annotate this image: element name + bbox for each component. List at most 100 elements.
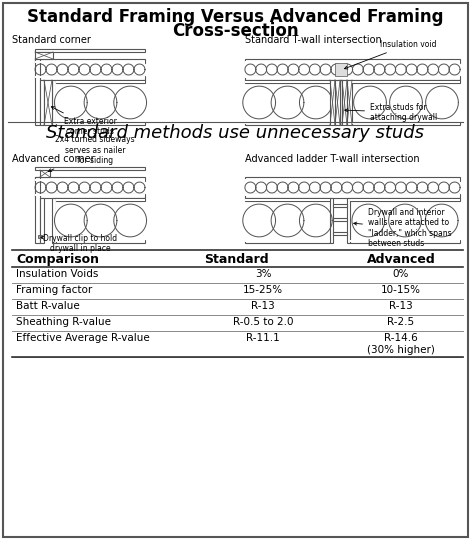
Bar [35, 177, 145, 181]
Text: R-13: R-13 [251, 301, 275, 311]
Bar [35, 179, 145, 181]
Bar [35, 49, 145, 52]
Text: Extra studs for
attaching drywall: Extra studs for attaching drywall [345, 103, 437, 122]
Bar [245, 83, 330, 122]
Bar [352, 122, 460, 124]
Bar [245, 199, 330, 201]
Bar [245, 61, 460, 63]
Bar [56, 240, 145, 242]
Bar [245, 198, 330, 201]
Bar [335, 80, 340, 125]
Bar [245, 181, 460, 194]
Bar [245, 240, 330, 243]
Text: Standard methods use unnecessary studs: Standard methods use unnecessary studs [46, 124, 424, 142]
Bar [35, 59, 145, 63]
Text: 3%: 3% [255, 269, 271, 279]
Text: Advanced corner: Advanced corner [12, 154, 95, 164]
Text: Advanced: Advanced [366, 253, 435, 266]
Bar [35, 181, 145, 194]
Bar [40, 198, 44, 243]
Text: Drywall and interior
walls are attached to
"ladder," which spans
between studs: Drywall and interior walls are attached … [354, 208, 452, 248]
Bar [245, 63, 460, 76]
Bar [56, 201, 145, 240]
Text: Framing factor: Framing factor [16, 285, 92, 295]
Text: Sheathing R-value: Sheathing R-value [16, 317, 111, 327]
Bar [350, 240, 460, 242]
Text: Standard: Standard [203, 253, 268, 266]
Text: Advanced ladder T-wall intersection: Advanced ladder T-wall intersection [245, 154, 420, 164]
Bar [245, 179, 460, 181]
Text: Drywall clip to hold
drywall in place: Drywall clip to hold drywall in place [40, 234, 117, 253]
Bar [35, 59, 40, 125]
Bar [35, 76, 145, 78]
Bar [40, 170, 50, 177]
Text: Insulation void: Insulation void [344, 40, 437, 69]
Bar [35, 194, 145, 196]
Text: 0%: 0% [393, 269, 409, 279]
Bar [56, 199, 145, 201]
Bar [350, 240, 460, 243]
Bar [333, 204, 347, 207]
Bar [56, 83, 145, 122]
Text: R-2.5: R-2.5 [388, 317, 414, 327]
Bar [56, 122, 145, 125]
Text: Extra exterior
corner studs: Extra exterior corner studs [51, 107, 116, 137]
Bar [335, 63, 347, 76]
Text: 10-15%: 10-15% [381, 285, 421, 295]
Text: Standard corner: Standard corner [12, 35, 91, 45]
Bar [56, 80, 145, 83]
Text: Cross-section: Cross-section [172, 22, 298, 40]
Text: 2x4 turned sideways
serves as nailer
for siding: 2x4 turned sideways serves as nailer for… [49, 135, 135, 172]
Bar [35, 61, 145, 63]
Text: R-0.5 to 2.0: R-0.5 to 2.0 [233, 317, 293, 327]
Bar [245, 76, 460, 80]
Bar [35, 76, 145, 80]
Bar [35, 63, 145, 76]
Text: Effective Average R-value: Effective Average R-value [16, 333, 150, 343]
Bar [333, 218, 347, 221]
Bar [245, 80, 330, 83]
Bar [245, 194, 460, 198]
Bar [350, 199, 460, 201]
Bar [350, 201, 460, 240]
Bar [35, 52, 53, 59]
Bar [245, 122, 330, 125]
Text: R-13: R-13 [389, 301, 413, 311]
Bar [245, 59, 460, 63]
Bar [340, 80, 342, 125]
Bar [52, 198, 56, 243]
Bar [44, 80, 52, 125]
Bar [352, 81, 460, 83]
Bar [352, 83, 460, 122]
Text: Insulation Voids: Insulation Voids [16, 269, 98, 279]
Bar [350, 198, 460, 201]
Bar [35, 177, 40, 243]
Bar [56, 81, 145, 83]
Text: R-14.6
(30% higher): R-14.6 (30% higher) [367, 333, 435, 355]
Bar [245, 201, 330, 240]
Bar [245, 240, 330, 242]
Bar [347, 198, 350, 243]
Bar [330, 80, 335, 125]
Bar [35, 194, 145, 198]
Bar [52, 80, 56, 125]
Bar [245, 194, 460, 196]
Bar [352, 80, 460, 83]
Bar [56, 240, 145, 243]
Bar [40, 80, 44, 125]
Bar [245, 76, 460, 78]
Text: Standard Framing Versus Advanced Framing: Standard Framing Versus Advanced Framing [27, 8, 443, 26]
Text: Batt R-value: Batt R-value [16, 301, 80, 311]
Bar [56, 198, 145, 201]
Bar [245, 177, 460, 181]
Bar [333, 232, 347, 235]
Bar [245, 122, 330, 124]
Bar [352, 122, 460, 125]
Text: Standard T-wall intersection: Standard T-wall intersection [245, 35, 382, 45]
Text: R-11.1: R-11.1 [246, 333, 280, 343]
Bar [245, 81, 330, 83]
Text: 15-25%: 15-25% [243, 285, 283, 295]
Bar [56, 122, 145, 124]
Bar [347, 80, 352, 125]
Bar [330, 198, 333, 243]
